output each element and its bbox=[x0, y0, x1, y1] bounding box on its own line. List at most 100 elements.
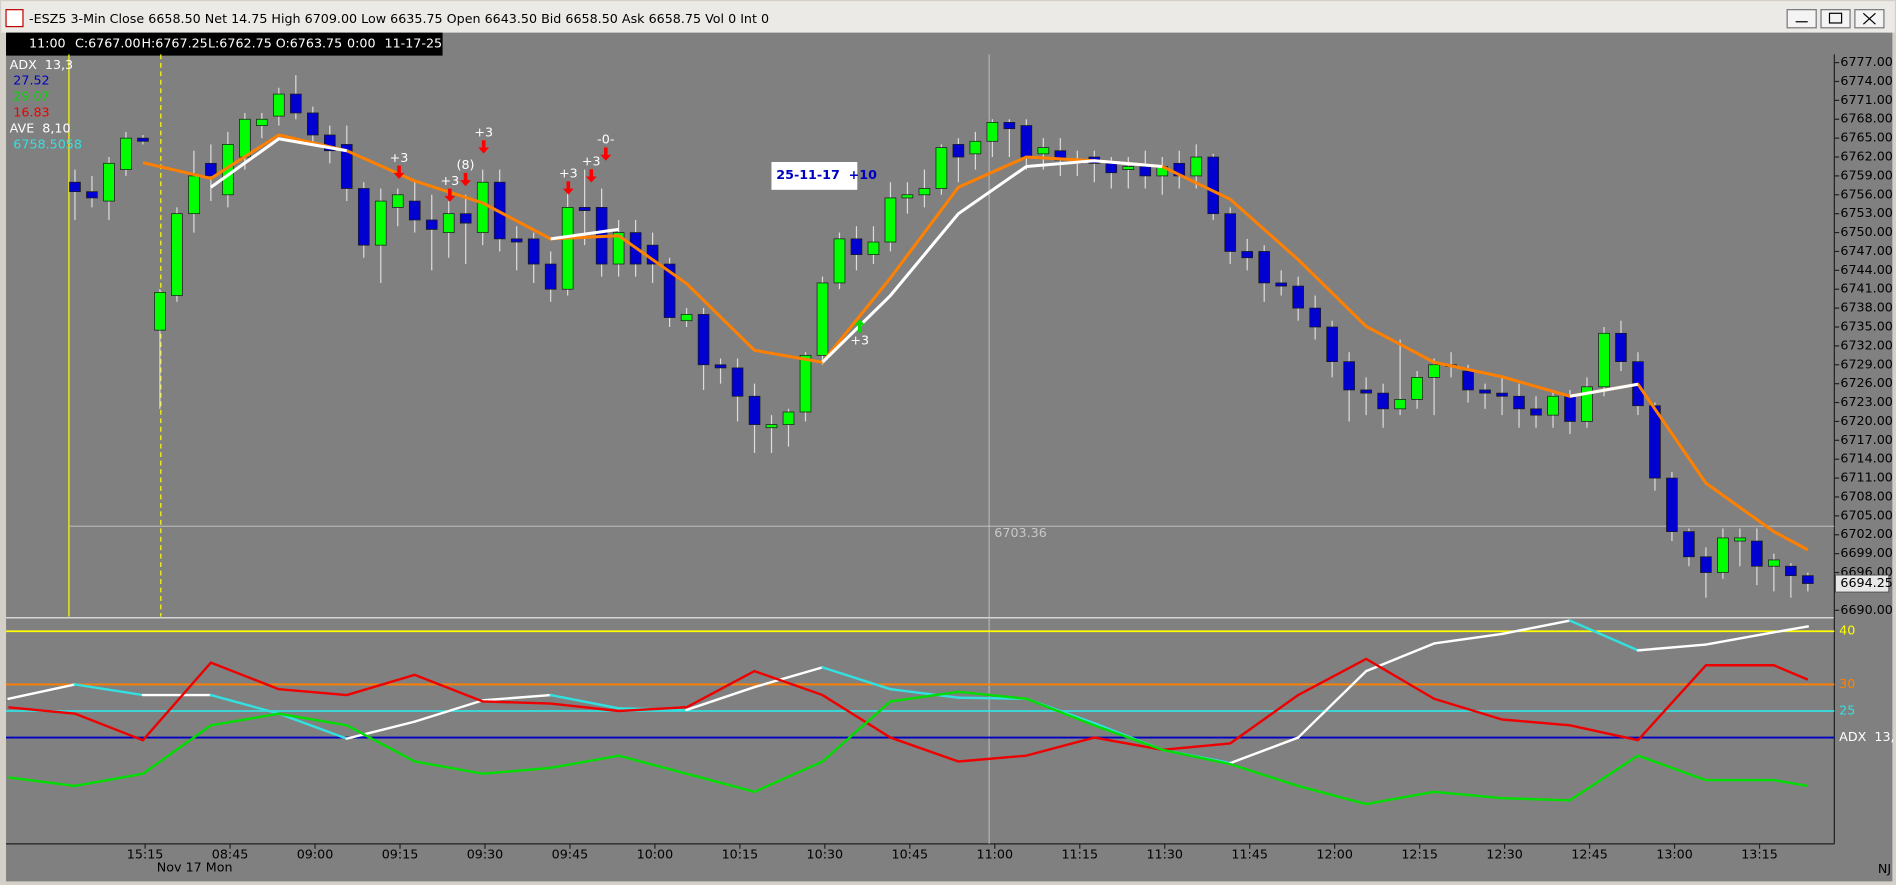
info-item: 0:00 bbox=[347, 36, 376, 51]
candle-body bbox=[850, 238, 863, 255]
adx-segment bbox=[277, 712, 349, 740]
crosshair-label: 6703.36 bbox=[994, 525, 1046, 540]
signal-label: +3 bbox=[582, 154, 601, 169]
x-tick-label: 11:15 bbox=[1061, 846, 1098, 861]
signal-label: (8) bbox=[457, 157, 475, 172]
candle-body bbox=[833, 238, 846, 284]
candle-body bbox=[935, 147, 948, 189]
candle-body bbox=[188, 175, 200, 215]
candle-body bbox=[1122, 166, 1135, 170]
minimize-button[interactable] bbox=[1786, 9, 1817, 29]
candle-body bbox=[391, 194, 404, 208]
legend-entry: 27.52 bbox=[13, 73, 49, 88]
candle-body bbox=[1360, 389, 1372, 394]
label-box-text: 25-11-17 +10 bbox=[776, 167, 877, 182]
candle-body bbox=[1581, 386, 1593, 422]
candle-body bbox=[1394, 399, 1406, 410]
x-tick-label: 13:15 bbox=[1741, 846, 1778, 861]
adx-segment bbox=[889, 687, 960, 699]
y-tick-label: 6723.00 bbox=[1840, 394, 1892, 409]
candle-body bbox=[748, 395, 761, 425]
candle-body bbox=[1462, 370, 1474, 391]
candle-body bbox=[1105, 162, 1118, 174]
y-tick-label: 6738.00 bbox=[1840, 300, 1892, 315]
legend-entry: AVE 8,10 bbox=[10, 121, 71, 136]
y-tick-label: 6774.00 bbox=[1840, 73, 1892, 88]
adx-segment bbox=[481, 693, 552, 702]
candle-body bbox=[1683, 531, 1695, 558]
window-buttons bbox=[1786, 9, 1885, 29]
candle-body bbox=[205, 162, 217, 177]
adx-segment bbox=[73, 683, 145, 697]
adx-segment bbox=[1568, 619, 1640, 652]
level-label: 40 bbox=[1839, 623, 1855, 638]
candle-body bbox=[137, 137, 149, 142]
candle-body bbox=[290, 93, 302, 114]
candle-body bbox=[697, 314, 710, 366]
candle-body bbox=[1020, 125, 1033, 158]
x-tick-label: 12:15 bbox=[1401, 846, 1438, 861]
candle-body bbox=[1751, 540, 1763, 567]
candle-body bbox=[1496, 392, 1508, 397]
adx-segment bbox=[1772, 625, 1810, 634]
label-box bbox=[771, 162, 858, 190]
candle-body bbox=[1411, 377, 1423, 400]
candle-body bbox=[1190, 156, 1203, 177]
x-tick-label: 13:00 bbox=[1656, 846, 1693, 861]
adx-segment bbox=[413, 699, 484, 723]
window-title: -ESZ5 3-Min Close 6658.50 Net 14.75 High… bbox=[29, 11, 769, 26]
y-tick-label: 6702.00 bbox=[1840, 526, 1892, 541]
signal-arrow bbox=[854, 319, 866, 333]
y-tick-label: 6714.00 bbox=[1840, 451, 1892, 466]
candle-body bbox=[307, 112, 319, 136]
y-tick-label: 6705.00 bbox=[1840, 507, 1892, 522]
close-icon bbox=[1862, 12, 1876, 25]
legend-entry: 6758.5058 bbox=[13, 137, 82, 152]
candle-body bbox=[1139, 166, 1152, 177]
y-tick-label: 6756.00 bbox=[1840, 186, 1892, 201]
candle-body bbox=[171, 213, 183, 296]
y-tick-label: 6741.00 bbox=[1840, 281, 1892, 296]
signal-label: +3 bbox=[559, 166, 578, 181]
legend-entry: 16.83 bbox=[13, 105, 49, 120]
x-tick-label: 11:45 bbox=[1231, 846, 1268, 861]
candle-body bbox=[969, 140, 982, 155]
info-item: H:6767.25 bbox=[141, 36, 207, 51]
corner-label: NJ bbox=[1878, 861, 1891, 876]
candle-body bbox=[1207, 156, 1220, 215]
candle-body bbox=[1734, 537, 1746, 542]
signal-arrow bbox=[585, 169, 597, 183]
level-label: 25 bbox=[1839, 702, 1855, 717]
y-tick-label: 6690.00 bbox=[1840, 602, 1892, 617]
maximize-button[interactable] bbox=[1820, 9, 1851, 29]
adx-segment bbox=[1432, 632, 1504, 645]
last-price: 6694.25 bbox=[1840, 575, 1892, 590]
adx-segment bbox=[1296, 669, 1368, 739]
adx-segment bbox=[821, 666, 892, 691]
candle-body bbox=[1802, 575, 1814, 584]
adx-segment bbox=[1500, 619, 1572, 636]
candle-body bbox=[1003, 122, 1016, 130]
y-tick-label: 6708.00 bbox=[1840, 488, 1892, 503]
x-tick-label: 10:45 bbox=[892, 846, 929, 861]
candle-body bbox=[476, 181, 489, 233]
level-label: ADX 13, bbox=[1839, 729, 1894, 744]
x-tick-label: 09:30 bbox=[467, 846, 504, 861]
y-tick-label: 6762.00 bbox=[1840, 149, 1892, 164]
y-tick-label: 6726.00 bbox=[1840, 375, 1892, 390]
plot: 11:00 C:6767.00 H:6767.25 L:6762.75 O:6763.7… bbox=[6, 36, 1895, 875]
candle-body bbox=[510, 238, 523, 243]
adx-segment bbox=[209, 693, 281, 715]
candle-body bbox=[1224, 213, 1237, 252]
candle-body bbox=[1428, 364, 1440, 378]
moving-average bbox=[142, 133, 1809, 552]
x-tick-label: 09:45 bbox=[552, 846, 589, 861]
candle-body bbox=[1343, 361, 1355, 391]
candle-body bbox=[884, 197, 897, 243]
candle-body bbox=[1700, 556, 1712, 573]
candle-body bbox=[154, 292, 166, 331]
adx-segment bbox=[753, 666, 824, 689]
candle-body bbox=[1547, 395, 1559, 416]
